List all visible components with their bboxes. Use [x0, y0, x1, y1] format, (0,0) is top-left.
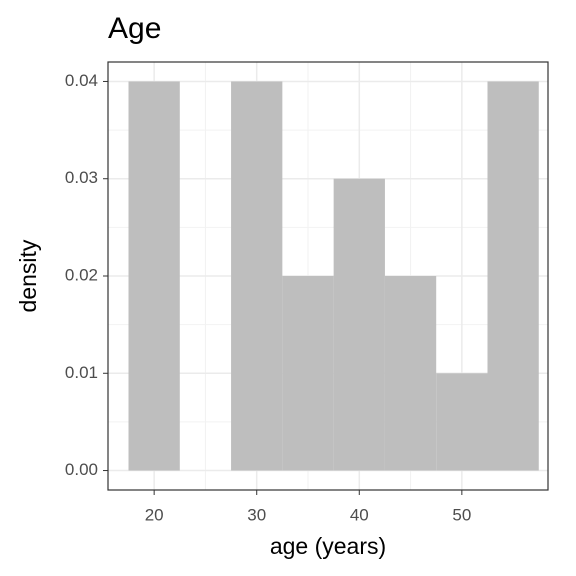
y-tick-label: 0.01 [65, 363, 98, 382]
x-axis-title: age (years) [270, 533, 386, 559]
y-tick-label: 0.02 [65, 265, 98, 284]
x-tick-label: 50 [452, 505, 471, 524]
bar [231, 81, 283, 471]
y-tick-label: 0.04 [65, 71, 98, 90]
bar [487, 81, 539, 471]
bar [282, 276, 334, 471]
chart-title: Age [108, 12, 161, 45]
y-tick-label: 0.03 [65, 168, 98, 187]
x-tick-label: 40 [350, 505, 369, 524]
y-tick-label: 0.00 [65, 460, 98, 479]
y-axis-title: density [15, 239, 41, 312]
x-tick-label: 20 [145, 505, 164, 524]
bar [436, 373, 488, 471]
bar [333, 178, 385, 471]
x-tick-label: 30 [247, 505, 266, 524]
panel-border [107, 61, 549, 491]
bar [384, 276, 437, 471]
bar [128, 81, 180, 471]
